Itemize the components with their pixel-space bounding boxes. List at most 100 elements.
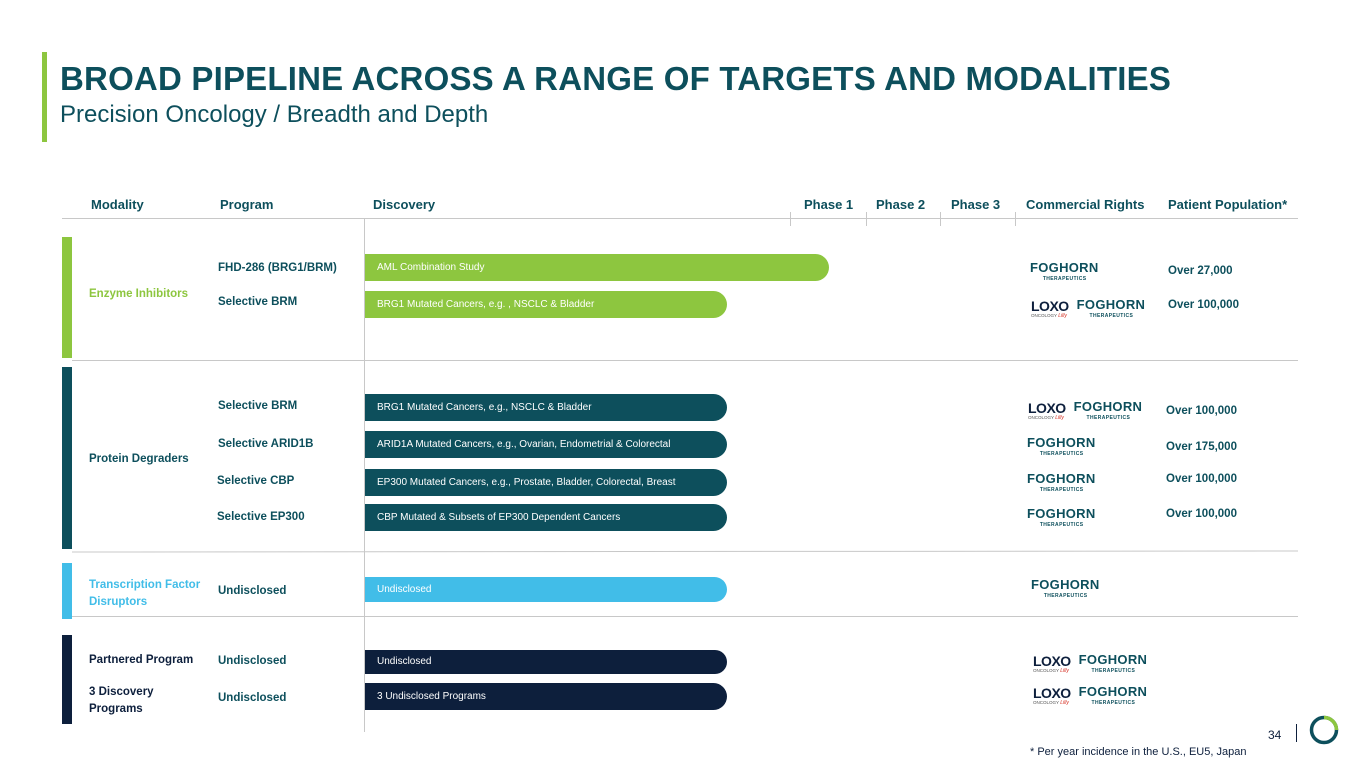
patient-population: Over 100,000 — [1166, 405, 1237, 417]
loxo-oncology-text: ONCOLOGY — [1031, 313, 1057, 318]
page-title: BROAD PIPELINE ACROSS A RANGE OF TARGETS… — [60, 60, 1172, 97]
foghorn-wordmark: FOGHORN — [1073, 399, 1143, 414]
phase3-tick — [940, 212, 941, 226]
column-header-phase1: Phase 1 — [804, 197, 854, 212]
program-name: Selective ARID1B — [218, 438, 314, 450]
page-subtitle: Precision Oncology / Breadth and Depth — [60, 101, 489, 128]
foghorn-logo: FOGHORN THERAPEUTICS — [1079, 685, 1148, 706]
pipeline-bar: EP300 Mutated Cancers, e.g., Prostate, B… — [365, 469, 727, 496]
foghorn-logo: FOGHORN THERAPEUTICS — [1027, 436, 1096, 457]
foghorn-wordmark: FOGHORN — [1027, 471, 1096, 486]
loxo-subtext: ONCOLOGY Lilly — [1033, 700, 1071, 706]
loxo-wordmark: LOXO — [1033, 653, 1071, 669]
commercial-rights-logo: LOXO ONCOLOGY Lilly FOGHORN THERAPEUTICS — [1033, 685, 1147, 706]
column-header-commercial-rights: Commercial Rights — [1026, 197, 1145, 212]
section-divider — [72, 616, 1298, 617]
page-number: 34 — [1268, 728, 1282, 742]
loxo-logo: LOXO ONCOLOGY Lilly — [1028, 401, 1066, 421]
category-bar-partnered — [62, 635, 72, 724]
loxo-oncology-text: ONCOLOGY — [1028, 415, 1054, 420]
loxo-oncology-text: ONCOLOGY — [1033, 700, 1059, 705]
section-divider — [72, 360, 1298, 361]
category-tfd-line1: Transcription Factor — [89, 579, 201, 591]
column-header-discovery: Discovery — [373, 197, 436, 212]
foghorn-logo: FOGHORN THERAPEUTICS — [1031, 578, 1100, 599]
program-name: Undisclosed — [218, 585, 287, 597]
foghorn-subtext: THERAPEUTICS — [1086, 415, 1131, 421]
loxo-wordmark: LOXO — [1028, 400, 1066, 416]
commercial-rights-logo: FOGHORN THERAPEUTICS — [1030, 261, 1099, 282]
foghorn-wordmark: FOGHORN — [1076, 297, 1146, 312]
title-accent-bar — [42, 52, 47, 142]
foghorn-subtext: THERAPEUTICS — [1043, 593, 1088, 599]
pipeline-bar: ARID1A Mutated Cancers, e.g., Ovarian, E… — [365, 431, 727, 458]
foghorn-subtext: THERAPEUTICS — [1091, 668, 1136, 674]
commercial-rights-logo: FOGHORN THERAPEUTICS — [1027, 472, 1096, 493]
commercial-rights-logo: FOGHORN THERAPEUTICS — [1027, 507, 1096, 528]
foghorn-wordmark: FOGHORN — [1078, 652, 1148, 667]
discovery-divider — [364, 218, 365, 732]
foghorn-logo: FOGHORN THERAPEUTICS — [1027, 472, 1096, 493]
lilly-text: Lilly — [1060, 668, 1069, 674]
pipeline-bar: AML Combination Study — [365, 254, 829, 281]
foghorn-subtext: THERAPEUTICS — [1039, 451, 1084, 457]
category-protein-degraders: Protein Degraders — [89, 453, 189, 465]
foghorn-subtext: THERAPEUTICS — [1089, 313, 1134, 319]
category-bar-transcription-factor-disruptors — [62, 563, 72, 619]
category-partnered-program: Partnered Program — [89, 654, 194, 666]
loxo-oncology-text: ONCOLOGY — [1033, 668, 1059, 673]
patient-population: Over 100,000 — [1166, 508, 1237, 520]
loxo-subtext: ONCOLOGY Lilly — [1033, 668, 1071, 674]
column-header-patient-population: Patient Population* — [1168, 197, 1288, 212]
category-discovery-programs: 3 Discovery Programs — [89, 684, 154, 718]
phase1-tick — [790, 212, 791, 226]
lilly-text: Lilly — [1055, 415, 1064, 421]
loxo-logo: LOXO ONCOLOGY Lilly — [1031, 299, 1069, 319]
foghorn-ring-icon — [1309, 715, 1339, 745]
foghorn-subtext: THERAPEUTICS — [1039, 487, 1084, 493]
column-header-phase3: Phase 3 — [951, 197, 1001, 212]
phase2-tick — [866, 212, 867, 226]
commercial-rights-logo: LOXO ONCOLOGY Lilly FOGHORN THERAPEUTICS — [1033, 653, 1147, 674]
foghorn-logo: FOGHORN THERAPEUTICS — [1027, 507, 1096, 528]
page-number-divider — [1296, 724, 1297, 742]
loxo-subtext: ONCOLOGY Lilly — [1028, 415, 1066, 421]
foghorn-wordmark: FOGHORN — [1078, 684, 1148, 699]
commercial-tick — [1015, 212, 1016, 226]
commercial-rights-logo: FOGHORN THERAPEUTICS — [1031, 578, 1100, 599]
foghorn-logo: FOGHORN THERAPEUTICS — [1074, 400, 1143, 421]
foghorn-wordmark: FOGHORN — [1027, 435, 1096, 450]
foghorn-logo: FOGHORN THERAPEUTICS — [1030, 261, 1099, 282]
patient-population: Over 27,000 — [1168, 265, 1233, 277]
category-discovery-line1: 3 Discovery — [89, 686, 154, 698]
foghorn-logo: FOGHORN THERAPEUTICS — [1079, 653, 1148, 674]
category-enzyme-inhibitors: Enzyme Inhibitors — [89, 288, 189, 300]
column-header-program: Program — [220, 197, 274, 212]
foghorn-wordmark: FOGHORN — [1031, 577, 1100, 592]
section-divider — [71, 550, 1299, 553]
pipeline-bar: BRG1 Mutated Cancers, e.g. , NSCLC & Bla… — [365, 291, 727, 318]
foghorn-wordmark: FOGHORN — [1030, 260, 1099, 275]
pipeline-bar: Undisclosed — [365, 650, 727, 674]
lilly-text: Lilly — [1058, 313, 1067, 319]
program-name: Selective EP300 — [217, 511, 305, 523]
category-discovery-line2: Programs — [89, 703, 143, 715]
loxo-wordmark: LOXO — [1033, 685, 1071, 701]
commercial-rights-logo: FOGHORN THERAPEUTICS — [1027, 436, 1096, 457]
program-name: Undisclosed — [218, 692, 287, 704]
column-header-modality: Modality — [91, 197, 144, 212]
header-rule — [62, 218, 1298, 219]
program-name: Selective BRM — [218, 296, 298, 308]
category-transcription-factor-disruptors: Transcription Factor Disruptors — [89, 577, 200, 611]
foghorn-wordmark: FOGHORN — [1027, 506, 1096, 521]
pipeline-bar: BRG1 Mutated Cancers, e.g., NSCLC & Blad… — [365, 394, 727, 421]
pipeline-bar: CBP Mutated & Subsets of EP300 Dependent… — [365, 504, 727, 531]
commercial-rights-logo: LOXO ONCOLOGY Lilly FOGHORN THERAPEUTICS — [1031, 298, 1145, 319]
footnote: * Per year incidence in the U.S., EU5, J… — [1030, 746, 1247, 758]
foghorn-logo: FOGHORN THERAPEUTICS — [1077, 298, 1146, 319]
pipeline-bar: 3 Undisclosed Programs — [365, 683, 727, 710]
loxo-wordmark: LOXO — [1031, 298, 1069, 314]
foghorn-subtext: THERAPEUTICS — [1039, 522, 1084, 528]
lilly-text: Lilly — [1060, 700, 1069, 706]
patient-population: Over 100,000 — [1166, 473, 1237, 485]
